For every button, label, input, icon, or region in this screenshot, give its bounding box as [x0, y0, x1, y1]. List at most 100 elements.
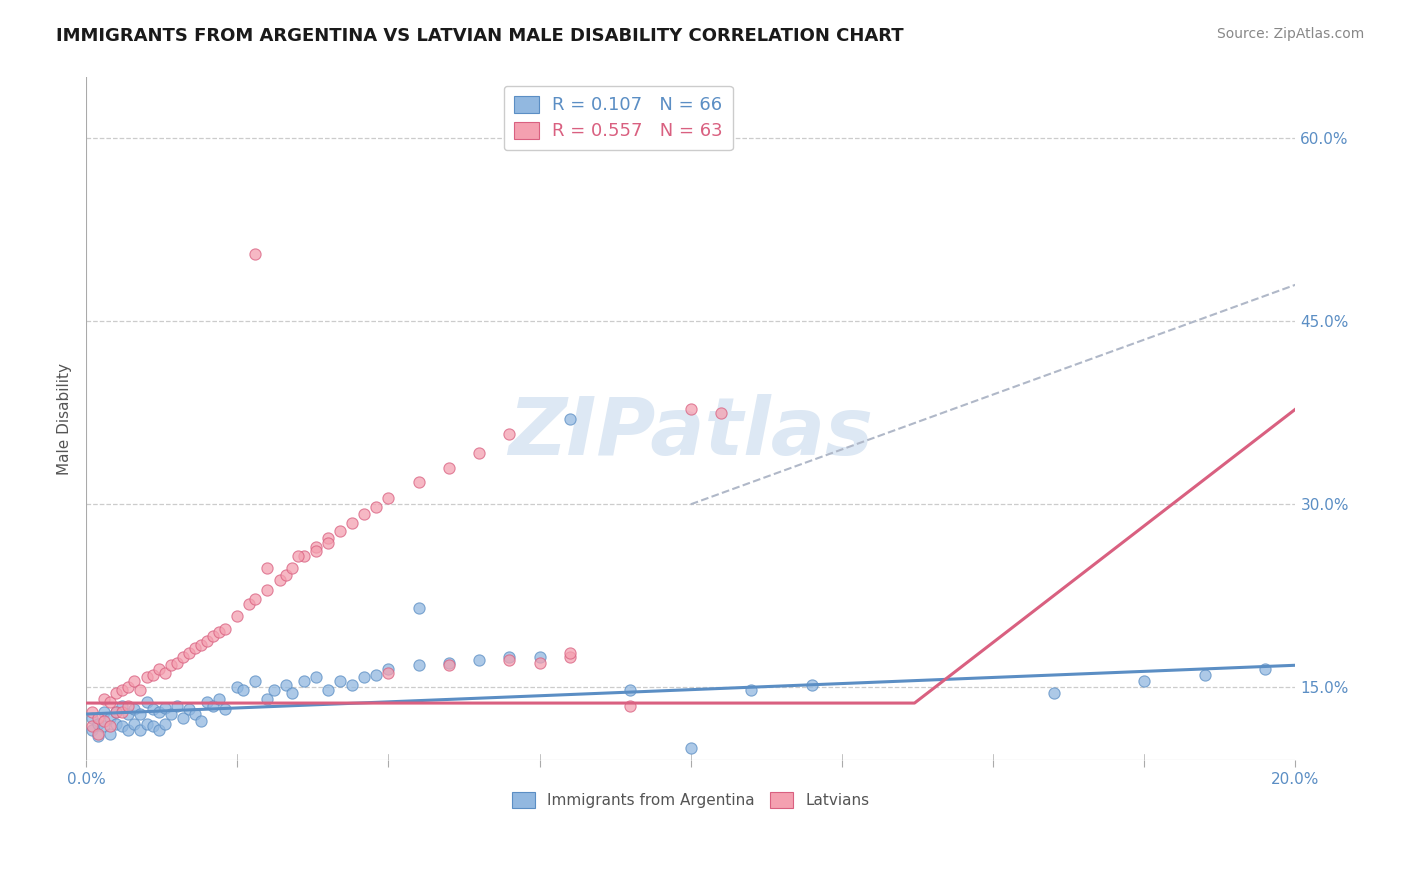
Point	[800, 678, 823, 692]
Point	[558, 649, 581, 664]
Point	[340, 516, 363, 530]
Point	[529, 656, 551, 670]
Point	[377, 491, 399, 505]
Point	[184, 641, 207, 656]
Point	[208, 625, 231, 640]
Point	[105, 686, 128, 700]
Point	[305, 543, 328, 558]
Point	[124, 702, 146, 716]
Point	[619, 682, 641, 697]
Point	[124, 716, 146, 731]
Point	[238, 597, 260, 611]
Point	[226, 680, 249, 694]
Point	[93, 705, 115, 719]
Point	[129, 723, 152, 737]
Point	[117, 698, 139, 713]
Point	[129, 706, 152, 721]
Point	[437, 460, 460, 475]
Point	[111, 719, 134, 733]
Point	[329, 524, 352, 538]
Point	[408, 658, 430, 673]
Point	[287, 549, 309, 563]
Point	[93, 714, 115, 729]
Point	[269, 573, 291, 587]
Point	[353, 507, 375, 521]
Point	[93, 719, 115, 733]
Point	[117, 723, 139, 737]
Point	[1042, 686, 1064, 700]
Point	[245, 674, 267, 689]
Text: IMMIGRANTS FROM ARGENTINA VS LATVIAN MALE DISABILITY CORRELATION CHART: IMMIGRANTS FROM ARGENTINA VS LATVIAN MAL…	[56, 27, 904, 45]
Point	[87, 729, 110, 743]
Point	[82, 705, 104, 719]
Point	[93, 692, 115, 706]
Point	[82, 719, 104, 733]
Point	[226, 609, 249, 624]
Point	[172, 711, 194, 725]
Point	[679, 741, 702, 756]
Point	[159, 706, 181, 721]
Point	[142, 668, 165, 682]
Point	[148, 723, 170, 737]
Y-axis label: Male Disability: Male Disability	[58, 363, 72, 475]
Point	[190, 638, 212, 652]
Point	[148, 705, 170, 719]
Point	[408, 475, 430, 490]
Point	[166, 698, 188, 713]
Point	[245, 592, 267, 607]
Point	[142, 719, 165, 733]
Point	[377, 665, 399, 680]
Point	[82, 711, 104, 725]
Point	[105, 705, 128, 719]
Point	[135, 670, 157, 684]
Point	[292, 549, 315, 563]
Point	[498, 653, 520, 667]
Point	[1194, 668, 1216, 682]
Point	[498, 426, 520, 441]
Point	[498, 649, 520, 664]
Point	[305, 670, 328, 684]
Point	[135, 716, 157, 731]
Point	[256, 692, 278, 706]
Point	[1254, 662, 1277, 676]
Point	[111, 682, 134, 697]
Point	[366, 500, 388, 514]
Point	[366, 668, 388, 682]
Text: ZIPatlas: ZIPatlas	[508, 393, 873, 472]
Point	[153, 701, 176, 715]
Point	[1133, 674, 1156, 689]
Point	[135, 695, 157, 709]
Point	[274, 678, 297, 692]
Point	[98, 695, 121, 709]
Point	[177, 702, 200, 716]
Point	[153, 716, 176, 731]
Point	[377, 662, 399, 676]
Point	[124, 674, 146, 689]
Point	[190, 714, 212, 729]
Point	[256, 582, 278, 597]
Point	[316, 536, 339, 550]
Point	[256, 560, 278, 574]
Point	[274, 568, 297, 582]
Point	[340, 678, 363, 692]
Point	[329, 674, 352, 689]
Point	[195, 633, 218, 648]
Point	[263, 682, 285, 697]
Point	[184, 706, 207, 721]
Point	[468, 446, 491, 460]
Point	[172, 649, 194, 664]
Point	[111, 698, 134, 713]
Point	[214, 702, 236, 716]
Point	[208, 692, 231, 706]
Point	[292, 674, 315, 689]
Point	[105, 716, 128, 731]
Point	[740, 682, 762, 697]
Point	[142, 702, 165, 716]
Point	[232, 682, 254, 697]
Point	[437, 656, 460, 670]
Point	[214, 622, 236, 636]
Point	[166, 656, 188, 670]
Point	[245, 247, 267, 261]
Point	[305, 540, 328, 554]
Point	[619, 698, 641, 713]
